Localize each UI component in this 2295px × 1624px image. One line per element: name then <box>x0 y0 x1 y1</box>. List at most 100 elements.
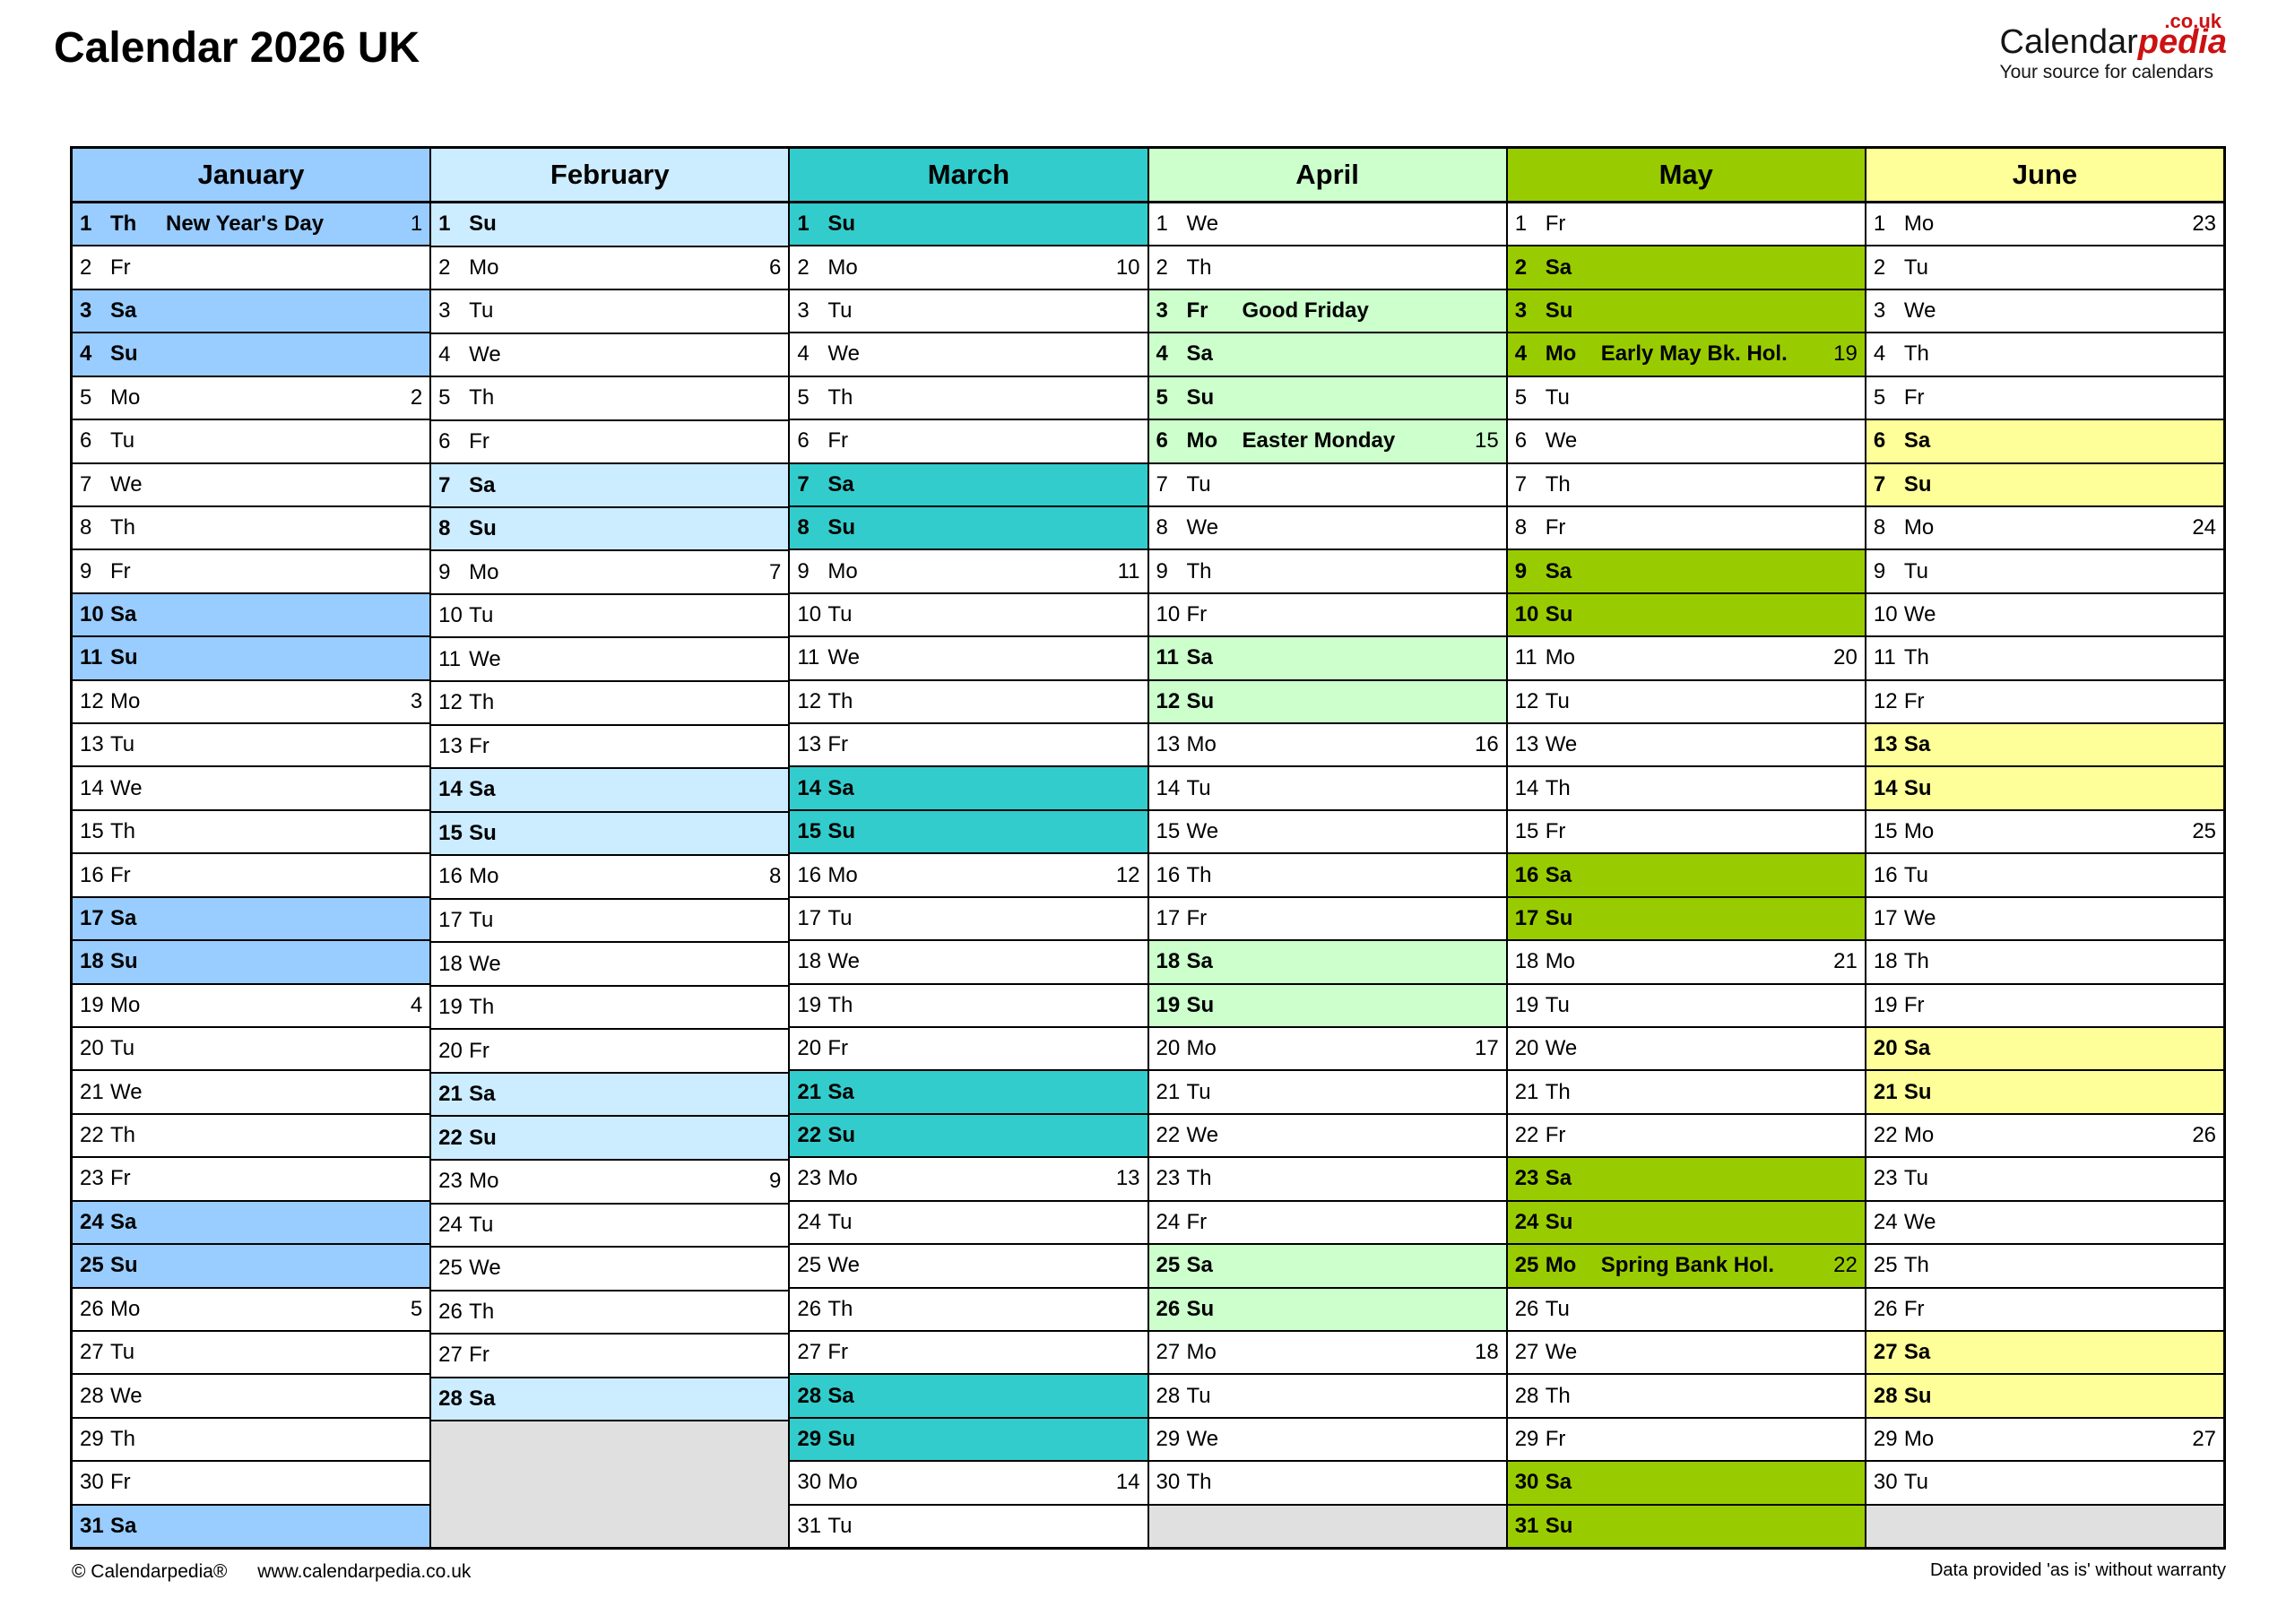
day-cell-february-13: 13 Fr <box>431 723 789 768</box>
weekday-label: Sa <box>827 1383 854 1408</box>
day-cell-may-4: 4 Mo Early May Bk. Hol. 19 <box>1507 332 1865 376</box>
day-cell-february-12: 12 Th <box>431 680 789 724</box>
day-cell-june-1: 1 Mo 23 <box>1866 202 2224 246</box>
weekday-label: Tu <box>827 602 853 626</box>
weekday-label: Tu <box>1186 1079 1211 1104</box>
day-cell-may-27: 27 We <box>1507 1329 1865 1374</box>
day-cell-june-18: 18 Th <box>1866 939 2224 983</box>
weekday-label: Th <box>469 1299 495 1324</box>
weekday-label: Tu <box>469 603 494 628</box>
day-number: 14 <box>1156 775 1181 800</box>
day-cell-february-19: 19 Th <box>431 984 789 1029</box>
day-cell-may-5: 5 Tu <box>1507 375 1865 419</box>
day-number: 5 <box>438 385 451 410</box>
day-cell-march-17: 17 Tu <box>790 895 1148 940</box>
day-cell-march-20: 20 Fr <box>790 1026 1148 1070</box>
day-number: 2 <box>1873 255 1886 280</box>
weekday-label: Fr <box>110 255 131 280</box>
month-header-april: April <box>1148 149 1506 202</box>
weekday-label: Mo <box>469 864 499 889</box>
day-number: 7 <box>438 472 451 497</box>
day-number: 4 <box>80 341 92 367</box>
day-cell-april-10: 10 Fr <box>1148 592 1506 636</box>
weekday-label: Su <box>1545 905 1573 930</box>
weekday-label: Fr <box>1903 992 1925 1017</box>
day-cell-january-28: 28 We <box>73 1373 430 1417</box>
day-number: 8 <box>1873 515 1886 540</box>
day-cell-february-27: 27 Fr <box>431 1333 789 1377</box>
day-cell-may-8: 8 Fr <box>1507 505 1865 549</box>
day-cell-january-24: 24 Sa <box>73 1199 430 1244</box>
day-cell-february-11: 11 We <box>431 636 789 681</box>
day-number: 1 <box>1514 212 1528 237</box>
weekday-label: Su <box>110 341 138 367</box>
day-number: 2 <box>438 255 451 280</box>
day-number: 16 <box>1156 862 1181 887</box>
day-number: 12 <box>80 688 104 713</box>
day-cell-april-6: 6 Mo Easter Monday 15 <box>1148 419 1506 462</box>
day-cell-february-9: 9 Mo 7 <box>431 549 789 593</box>
day-cell-january-5: 5 Mo 2 <box>73 375 430 419</box>
day-cell-january-22: 22 Th <box>73 1112 430 1157</box>
day-cell-april-3: 3 Fr Good Friday <box>1148 288 1506 333</box>
day-cell-june-12: 12 Fr <box>1866 678 2224 723</box>
day-cell-march-25: 25 We <box>790 1243 1148 1287</box>
day-cell-march-16: 16 Mo 12 <box>790 852 1148 896</box>
day-cell-february-5: 5 Th <box>431 376 789 419</box>
weekday-label: Sa <box>469 1082 496 1107</box>
day-number: 6 <box>797 428 810 454</box>
day-cell-april-16: 16 Th <box>1148 852 1506 896</box>
day-number: 30 <box>80 1470 104 1495</box>
day-number: 4 <box>1514 341 1528 367</box>
day-cell-january-2: 2 Fr <box>73 245 430 289</box>
weekday-label: Mo <box>110 992 141 1017</box>
weekday-label: We <box>1903 1209 1936 1234</box>
day-number: 29 <box>1873 1427 1898 1452</box>
footer-copyright: © Calendarpedia® www.calendarpedia.co.uk <box>72 1561 471 1583</box>
day-number: 18 <box>797 949 822 974</box>
day-number: 11 <box>797 645 820 670</box>
day-cell-january-11: 11 Su <box>73 635 430 679</box>
weekday-label: We <box>469 951 501 976</box>
weekday-label: We <box>827 341 860 367</box>
day-number: 19 <box>1156 992 1181 1017</box>
day-number: 2 <box>1156 255 1168 280</box>
footer-url: www.calendarpedia.co.uk <box>257 1561 472 1582</box>
weekday-label: We <box>1186 212 1219 237</box>
day-cell-june-16: 16 Tu <box>1866 852 2224 896</box>
day-number: 3 <box>1514 298 1528 324</box>
day-number: 18 <box>438 951 463 976</box>
weekday-label: We <box>1186 515 1219 540</box>
weekday-label: We <box>827 1253 860 1278</box>
day-cell-march-30: 30 Mo 14 <box>790 1460 1148 1504</box>
day-number: 14 <box>1873 775 1898 800</box>
holiday-label: Easter Monday <box>1242 428 1396 454</box>
day-cell-may-10: 10 Su <box>1507 592 1865 636</box>
weekday-label: Th <box>1903 645 1929 670</box>
day-cell-january-27: 27 Tu <box>73 1329 430 1374</box>
day-cell-april-13: 13 Mo 16 <box>1148 722 1506 766</box>
weekday-label: Mo <box>1903 1427 1935 1452</box>
week-number: 4 <box>410 992 423 1017</box>
day-number: 6 <box>1514 428 1528 454</box>
day-number: 14 <box>1514 775 1539 800</box>
day-cell-june-13: 13 Sa <box>1866 722 2224 766</box>
weekday-label: Tu <box>1903 1470 1928 1495</box>
day-cell-march-19: 19 Th <box>790 982 1148 1027</box>
weekday-label: Th <box>1186 1166 1212 1191</box>
weekday-label: Su <box>827 1427 856 1452</box>
weekday-label: Mo <box>469 1169 499 1194</box>
day-cell-may-25: 25 Mo Spring Bank Hol. 22 <box>1507 1243 1865 1287</box>
day-number: 6 <box>1156 428 1168 454</box>
day-number: 9 <box>1873 558 1886 583</box>
weekday-label: Su <box>1545 1513 1573 1538</box>
day-cell-april-24: 24 Fr <box>1148 1199 1506 1244</box>
day-cell-january-6: 6 Tu <box>73 419 430 462</box>
week-number: 18 <box>1474 1340 1499 1365</box>
day-number: 23 <box>797 1166 822 1191</box>
day-number: 21 <box>797 1079 822 1104</box>
weekday-label: Th <box>110 515 136 540</box>
day-cell-january-31: 31 Sa <box>73 1503 430 1548</box>
weekday-label: Sa <box>469 1386 496 1412</box>
day-number: 11 <box>438 646 462 671</box>
